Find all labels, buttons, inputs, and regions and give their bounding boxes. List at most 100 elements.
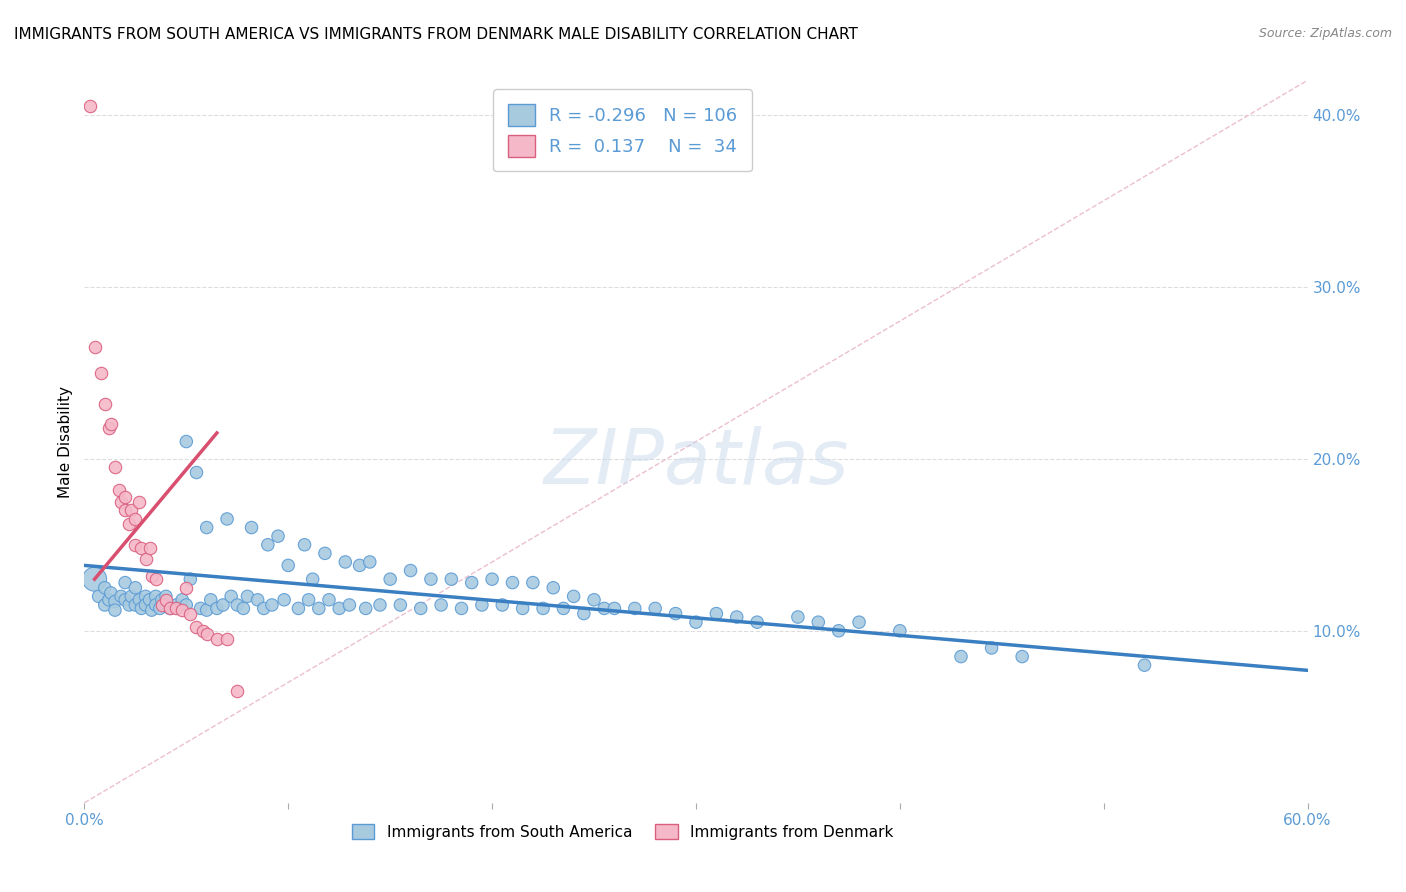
Point — [301, 572, 323, 586]
Point — [114, 503, 136, 517]
Point — [491, 598, 513, 612]
Point — [195, 520, 218, 534]
Point — [583, 592, 606, 607]
Point — [165, 598, 187, 612]
Point — [260, 598, 283, 612]
Point — [380, 572, 402, 586]
Point — [159, 601, 181, 615]
Point — [328, 601, 350, 615]
Point — [190, 601, 212, 615]
Point — [399, 564, 422, 578]
Point — [257, 538, 280, 552]
Point — [368, 598, 391, 612]
Point — [150, 598, 173, 612]
Point — [287, 601, 309, 615]
Point — [807, 615, 830, 630]
Point — [138, 541, 160, 556]
Point — [131, 541, 153, 556]
Point — [97, 421, 120, 435]
Point — [950, 649, 973, 664]
Point — [409, 601, 432, 615]
Y-axis label: Male Disability: Male Disability — [58, 385, 73, 498]
Point — [848, 615, 870, 630]
Point — [191, 624, 214, 638]
Point — [205, 632, 228, 647]
Point — [108, 483, 131, 497]
Point — [450, 601, 472, 615]
Point — [359, 555, 381, 569]
Legend: Immigrants from South America, Immigrants from Denmark: Immigrants from South America, Immigrant… — [346, 818, 900, 846]
Point — [430, 598, 453, 612]
Point — [531, 601, 554, 615]
Point — [471, 598, 494, 612]
Point — [706, 607, 728, 621]
Point — [980, 640, 1002, 655]
Point — [747, 615, 769, 630]
Point — [110, 494, 132, 508]
Point — [298, 592, 321, 607]
Point — [644, 601, 666, 615]
Point — [114, 490, 136, 504]
Point — [318, 592, 340, 607]
Point — [212, 598, 235, 612]
Point — [1133, 658, 1156, 673]
Point — [219, 590, 242, 604]
Point — [128, 592, 150, 607]
Text: ZIPatlas: ZIPatlas — [543, 426, 849, 500]
Point — [135, 590, 157, 604]
Point — [93, 581, 115, 595]
Point — [349, 558, 371, 573]
Point — [120, 503, 142, 517]
Point — [294, 538, 316, 552]
Point — [118, 517, 141, 532]
Point — [512, 601, 534, 615]
Point — [124, 598, 146, 612]
Point — [787, 610, 810, 624]
Point — [141, 603, 163, 617]
Point — [165, 601, 187, 615]
Point — [889, 624, 911, 638]
Point — [141, 568, 163, 582]
Point — [226, 598, 249, 612]
Point — [104, 594, 127, 608]
Point — [90, 366, 112, 380]
Point — [481, 572, 503, 586]
Point — [114, 592, 136, 607]
Point — [195, 603, 218, 617]
Point — [179, 607, 201, 621]
Point — [246, 592, 269, 607]
Point — [87, 590, 110, 604]
Point — [335, 555, 357, 569]
Point — [174, 434, 197, 449]
Point — [172, 603, 194, 617]
Point — [226, 684, 249, 698]
Point — [253, 601, 276, 615]
Point — [131, 601, 153, 615]
Point — [114, 575, 136, 590]
Point — [624, 601, 647, 615]
Point — [420, 572, 443, 586]
Point — [100, 586, 122, 600]
Point — [145, 590, 167, 604]
Point — [118, 598, 141, 612]
Point — [277, 558, 299, 573]
Point — [124, 538, 146, 552]
Point — [93, 397, 115, 411]
Point — [150, 592, 173, 607]
Point — [273, 592, 295, 607]
Point — [159, 601, 181, 615]
Point — [174, 598, 197, 612]
Point — [79, 99, 101, 113]
Point — [725, 610, 748, 624]
Point — [217, 632, 239, 647]
Point — [572, 607, 595, 621]
Point — [461, 575, 484, 590]
Point — [145, 572, 167, 586]
Point — [104, 460, 127, 475]
Point — [217, 512, 239, 526]
Point — [179, 572, 201, 586]
Point — [83, 340, 105, 354]
Point — [522, 575, 544, 590]
Point — [543, 581, 565, 595]
Point — [155, 592, 177, 607]
